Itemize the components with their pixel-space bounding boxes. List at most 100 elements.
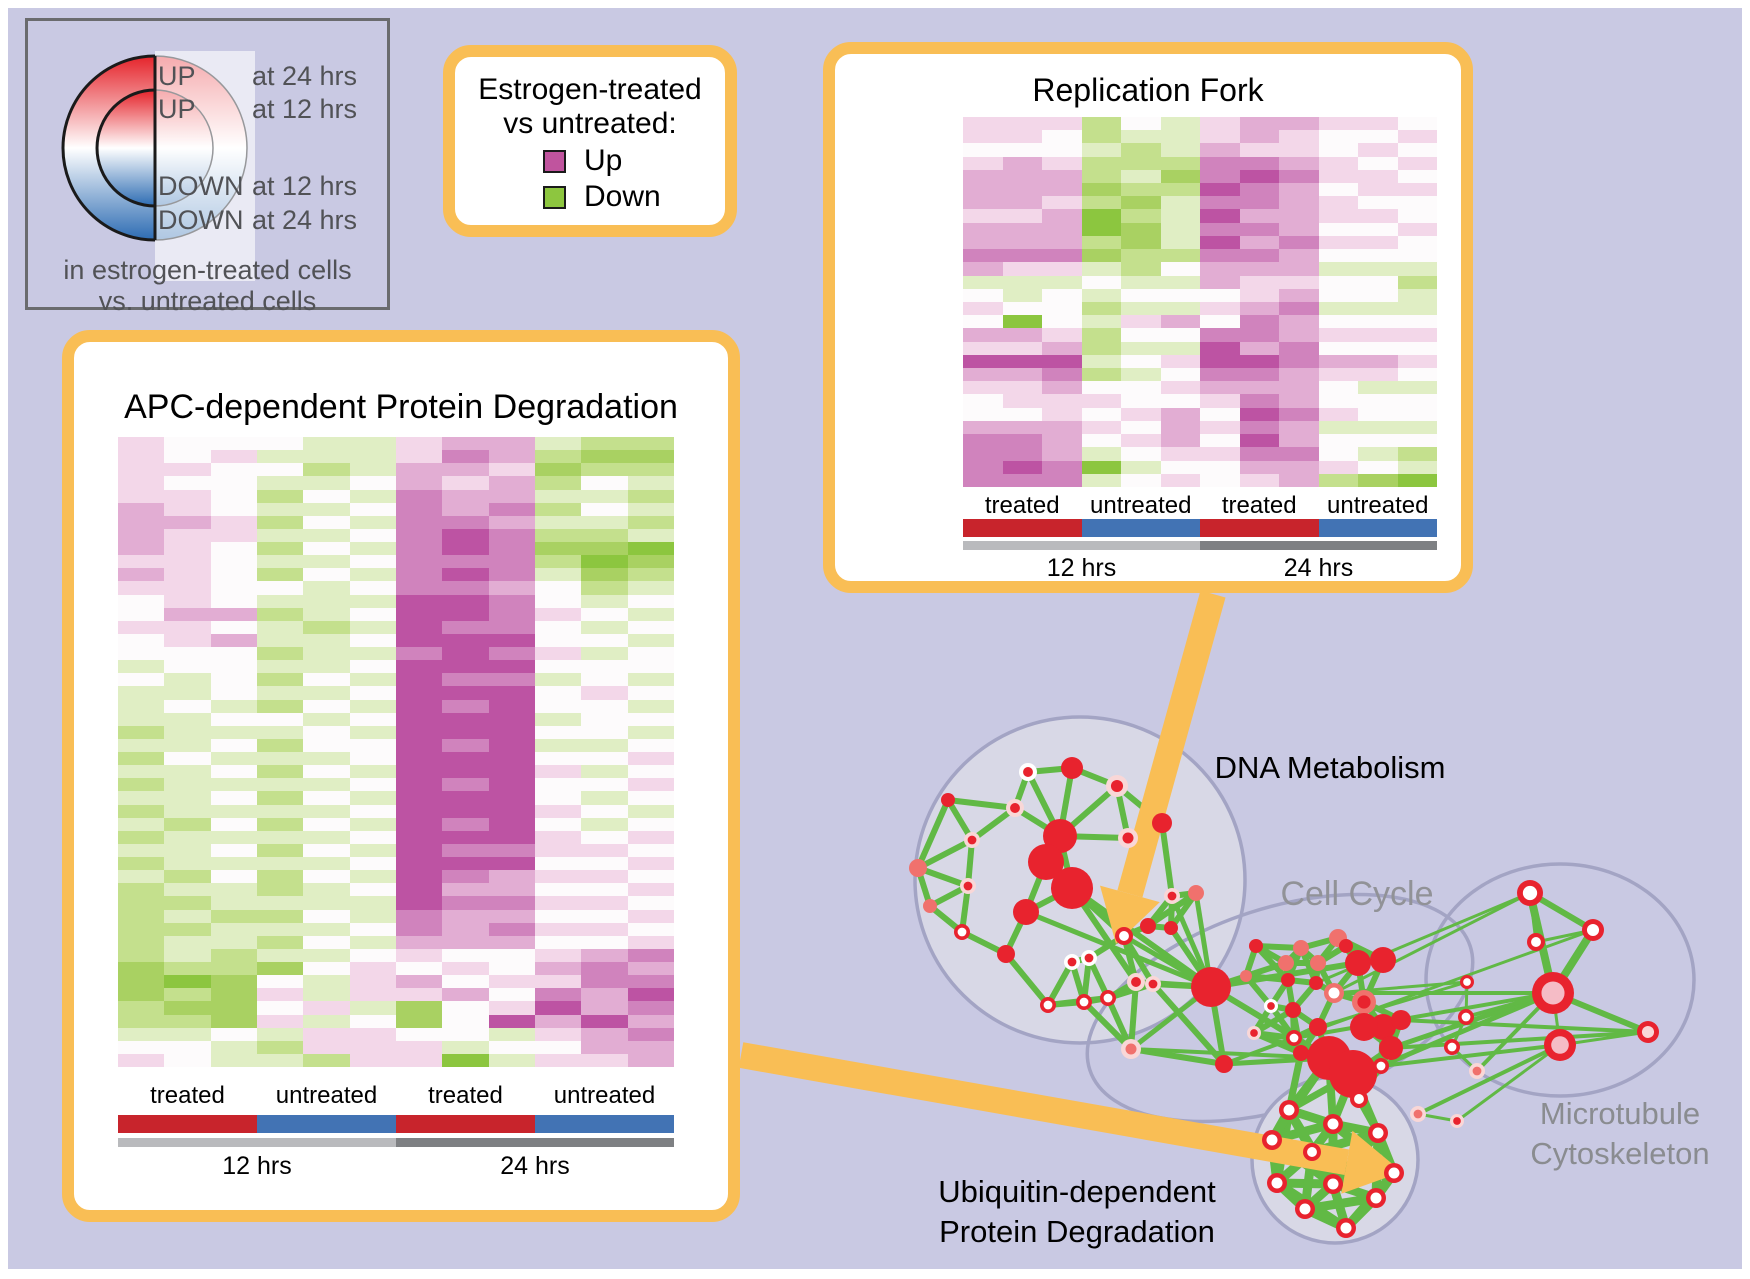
heatmap-cell — [1160, 381, 1200, 395]
heatmap-cell — [534, 738, 582, 752]
heatmap-cell — [1358, 420, 1398, 435]
estrogen-legend-box: Estrogen-treated vs untreated: Up Down — [443, 45, 737, 237]
heatmap-cell — [303, 791, 350, 805]
heatmap-cell — [1239, 169, 1279, 184]
heatmap-cell — [581, 738, 628, 752]
treated-bar — [1200, 519, 1319, 537]
heatmap-cell — [581, 725, 628, 739]
heatmap-cell — [1239, 301, 1279, 316]
heatmap-cell — [1318, 354, 1358, 369]
heatmap-cell — [349, 817, 396, 831]
heatmap-cell — [164, 581, 211, 595]
heatmap-cell — [349, 463, 396, 477]
heatmap-cell — [1358, 156, 1398, 170]
heatmap-cell — [488, 948, 535, 962]
heatmap-cell — [1397, 117, 1437, 131]
heatmap-cell — [1318, 394, 1358, 408]
heatmap-cell — [395, 437, 443, 451]
heatmap-cell — [303, 515, 350, 529]
heatmap-cell — [1279, 354, 1319, 369]
heatmap-cell — [1200, 275, 1240, 289]
heatmap-cell — [1002, 117, 1042, 131]
heatmap-cell — [627, 804, 674, 818]
heatmap-cell — [1239, 354, 1279, 369]
heatmap-cell — [1318, 275, 1358, 289]
heatmap-cell — [442, 725, 489, 739]
rf-time-colorbar — [963, 541, 1437, 550]
heatmap-cell — [963, 275, 1003, 289]
heatmap-cell — [1200, 222, 1240, 236]
heatmap-cell — [1200, 354, 1240, 369]
heatmap-cell — [118, 1040, 165, 1054]
heatmap-cell — [627, 988, 674, 1002]
apc-condition-colorbar — [118, 1115, 674, 1133]
heatmap-cell — [164, 1053, 211, 1067]
heatmap-cell — [1239, 420, 1279, 435]
heatmap-cell — [210, 988, 257, 1002]
heatmap-cell — [303, 948, 350, 962]
heatmap-cell — [1279, 275, 1319, 289]
heatmap-cell — [1239, 249, 1279, 263]
heatmap-cell — [395, 870, 443, 884]
heatmap-cell — [210, 647, 257, 661]
heatmap-cell — [627, 857, 674, 871]
heatmap-cell — [442, 765, 489, 779]
heatmap-cell — [1318, 130, 1358, 144]
heatmap-cell — [210, 870, 257, 884]
heatmap-cell — [118, 791, 165, 805]
untreated-bar — [1081, 519, 1200, 537]
condition-label: untreated — [1090, 492, 1192, 519]
heatmap-cell — [1358, 447, 1398, 461]
heatmap-cell — [488, 1014, 535, 1028]
untreated-bar — [1318, 519, 1437, 537]
heatmap-cell — [303, 843, 350, 857]
heatmap-cell — [534, 843, 582, 857]
heatmap-cell — [1279, 394, 1319, 408]
heatmap-cell — [963, 222, 1003, 236]
heatmap-cell — [581, 450, 628, 464]
heatmap-cell — [349, 738, 396, 752]
heatmap-cell — [303, 594, 350, 608]
heatmap-cell — [534, 909, 582, 923]
heatmap-cell — [164, 1014, 211, 1028]
heatmap-cell — [210, 962, 257, 976]
heatmap-cell — [303, 857, 350, 871]
heatmap-cell — [1239, 473, 1279, 487]
heatmap-cell — [442, 712, 489, 726]
heatmap-cell — [164, 633, 211, 647]
heatmap-cell — [627, 791, 674, 805]
heatmap-cell — [1002, 288, 1042, 302]
heatmap-cell — [1160, 407, 1200, 421]
heatmap-cell — [534, 857, 582, 871]
heatmap-cell — [534, 515, 582, 529]
heatmap-cell — [210, 765, 257, 779]
heatmap-cell — [164, 962, 211, 976]
heatmap-cell — [256, 594, 304, 608]
heatmap-cell — [1397, 381, 1437, 395]
heatmap-cell — [488, 765, 535, 779]
heatmap-cell — [1121, 235, 1161, 250]
heatmap-cell — [349, 935, 396, 949]
legend-down-row: Down — [543, 180, 725, 213]
heatmap-cell — [1397, 394, 1437, 408]
heatmap-cell — [534, 1053, 582, 1067]
heatmap-cell — [1279, 117, 1319, 131]
heatmap-cell — [1160, 235, 1200, 250]
heatmap-cell — [627, 843, 674, 857]
updown-caption-line2: vs. untreated cells — [98, 286, 317, 316]
heatmap-cell — [1081, 249, 1121, 263]
heatmap-cell — [256, 962, 304, 976]
heatmap-cell — [488, 594, 535, 608]
heatmap-cell — [1318, 368, 1358, 382]
heatmap-cell — [581, 660, 628, 674]
heatmap-cell — [118, 857, 165, 871]
heatmap-cell — [256, 843, 304, 857]
heatmap-cell — [118, 883, 165, 897]
heatmap-cell — [963, 143, 1003, 157]
heatmap-cell — [488, 857, 535, 871]
heatmap-cell — [210, 883, 257, 897]
heatmap-cell — [442, 647, 489, 661]
heatmap-cell — [1200, 315, 1240, 329]
heatmap-cell — [1397, 420, 1437, 435]
